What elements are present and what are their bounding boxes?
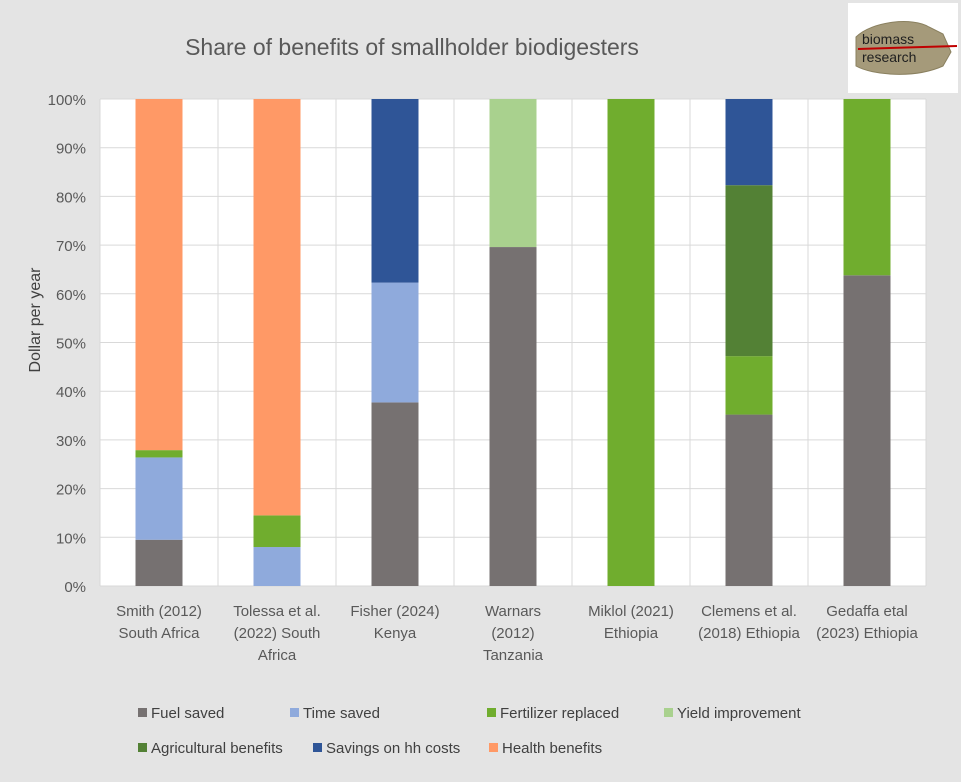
bar-segment-fuel-saved <box>489 247 537 586</box>
bar-segment-fertilizer-replaced <box>725 356 773 415</box>
legend-swatch <box>487 708 496 717</box>
x-tick-label: Warnars (2012) Tanzania <box>483 603 544 664</box>
logo: biomass research <box>848 3 958 93</box>
legend-swatch <box>664 708 673 717</box>
y-tick-label: 20% <box>56 482 86 499</box>
bar-segment-agricultural-benefits <box>725 185 773 357</box>
y-tick-label: 70% <box>56 238 86 255</box>
legend-label: Fuel saved <box>151 705 224 722</box>
y-tick-label: 10% <box>56 530 86 547</box>
x-axis-tick-labels: Smith (2012) South Africa Tolessa et al. (2… <box>116 603 918 664</box>
x-tick-label: Gedaffa etal (2023) Ethiopia <box>816 603 918 642</box>
x-tick-label: Smith (2012) South Africa <box>116 603 202 642</box>
y-tick-label: 50% <box>56 336 86 353</box>
legend-label: Savings on hh costs <box>326 740 460 757</box>
bar-segment-fertilizer-replaced <box>607 99 655 586</box>
bar-segment-time-saved <box>371 282 419 403</box>
bar-segment-fertilizer-replaced <box>253 515 301 548</box>
bar-segment-fuel-saved <box>371 402 419 586</box>
legend-label: Yield improvement <box>677 705 801 722</box>
bar-segment-health-benefits <box>253 99 301 516</box>
legend-swatch <box>313 743 322 752</box>
y-axis-tick-labels: 0% 10% 20% 30% 40% 50% 60% 70% 80% 90% 100% <box>48 92 86 596</box>
chart-title: Share of benefits of smallholder biodige… <box>185 34 639 60</box>
legend-label: Health benefits <box>502 740 602 757</box>
legend-label: Fertilizer replaced <box>500 705 619 722</box>
y-tick-label: 30% <box>56 433 86 450</box>
bar-segment-time-saved <box>253 547 301 586</box>
bar-segment-savings-on-hh-costs <box>371 99 419 283</box>
y-axis-label: Dollar per year <box>27 267 44 373</box>
bar-segment-yield-improvement <box>489 99 537 248</box>
legend-swatch <box>138 708 147 717</box>
bar-segment-fertilizer-replaced <box>135 450 183 458</box>
bar-segment-fuel-saved <box>135 539 183 586</box>
logo-text-line2: research <box>862 49 916 65</box>
x-tick-label: Fisher (2024) Kenya <box>350 603 439 642</box>
y-tick-label: 100% <box>48 92 86 109</box>
y-tick-label: 40% <box>56 384 86 401</box>
legend-label: Time saved <box>303 705 380 722</box>
logo-red-line <box>857 45 958 50</box>
bar-segment-time-saved <box>135 457 183 540</box>
x-tick-label: Miklol (2021) Ethiopia <box>588 603 674 642</box>
bar-segment-fuel-saved <box>843 275 891 586</box>
gridlines <box>99 98 927 587</box>
legend-swatch <box>489 743 498 752</box>
logo-text-line1: biomass <box>862 31 914 47</box>
y-tick-label: 90% <box>56 141 86 158</box>
bar-segment-savings-on-hh-costs <box>725 99 773 186</box>
legend-label: Agricultural benefits <box>151 740 283 757</box>
legend: Fuel saved Time saved Fertilizer replaced Y… <box>138 705 801 757</box>
legend-swatch <box>138 743 147 752</box>
y-tick-label: 0% <box>64 579 86 596</box>
y-tick-label: 80% <box>56 189 86 206</box>
x-tick-label: Tolessa et al. (2022) South Africa <box>233 603 321 664</box>
bars <box>135 99 891 586</box>
bar-segment-health-benefits <box>135 99 183 451</box>
bar-segment-fuel-saved <box>725 414 773 586</box>
legend-swatch <box>290 708 299 717</box>
x-tick-label: Clemens et al. (2018) Ethiopia <box>698 603 800 642</box>
bar-segment-fertilizer-replaced <box>843 99 891 276</box>
y-tick-label: 60% <box>56 287 86 304</box>
